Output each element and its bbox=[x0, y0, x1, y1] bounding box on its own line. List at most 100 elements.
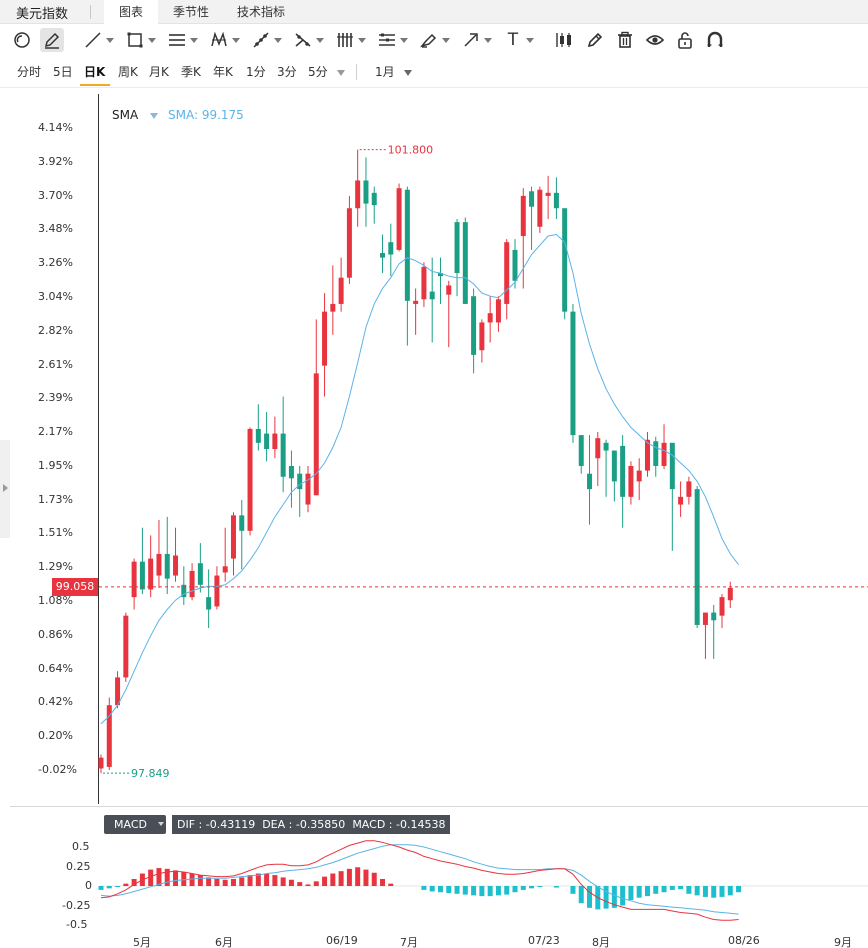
pattern-icon[interactable] bbox=[208, 28, 230, 52]
trend-line-icon[interactable] bbox=[82, 28, 104, 52]
period-yearly[interactable]: 年K bbox=[213, 65, 233, 79]
macd-histogram-bar bbox=[222, 879, 228, 886]
macd-dropdown-icon[interactable] bbox=[158, 822, 164, 826]
brush-icon[interactable] bbox=[418, 28, 440, 52]
macd-histogram-bar bbox=[230, 878, 236, 886]
macd-histogram-bar bbox=[678, 886, 684, 890]
macd-histogram-bar bbox=[206, 877, 212, 886]
candle-body bbox=[462, 222, 468, 304]
price-axis-tick-label: 1.95% bbox=[38, 458, 73, 472]
time-axis-tick-label: 9月 bbox=[834, 936, 852, 948]
fibonacci-icon[interactable] bbox=[250, 28, 272, 52]
pencil-draw-icon[interactable] bbox=[40, 28, 64, 52]
period-3min[interactable]: 3分 bbox=[277, 65, 297, 79]
macd-histogram-bar bbox=[106, 886, 112, 889]
period-5day[interactable]: 5日 bbox=[53, 65, 73, 79]
candle-body bbox=[611, 450, 617, 482]
trend-line-dropdown-icon[interactable] bbox=[106, 38, 114, 43]
ruler-dropdown-icon[interactable] bbox=[400, 38, 408, 43]
macd-axis-tick-label: -0.25 bbox=[62, 898, 91, 912]
macd-histogram-bar bbox=[471, 886, 477, 896]
eye-icon[interactable] bbox=[644, 28, 666, 52]
expand-arrow-icon[interactable] bbox=[3, 484, 8, 492]
candle-body bbox=[197, 563, 203, 585]
sma-dropdown-icon[interactable] bbox=[150, 113, 158, 119]
macd-histogram-bar bbox=[636, 886, 642, 898]
price-axis-tick-label: 0.64% bbox=[38, 661, 73, 675]
candle-body bbox=[644, 439, 650, 471]
period-intraday[interactable]: 分时 bbox=[17, 65, 42, 79]
macd-histogram-bar bbox=[305, 884, 311, 886]
arrow-icon[interactable] bbox=[460, 28, 482, 52]
gann-dropdown-icon[interactable] bbox=[358, 38, 366, 43]
range-dropdown-icon[interactable] bbox=[404, 70, 412, 76]
candle-body bbox=[123, 615, 129, 678]
pitchfork-icon[interactable] bbox=[292, 28, 314, 52]
macd-histogram-bar bbox=[255, 873, 261, 886]
period-quarterly[interactable]: 季K bbox=[181, 65, 201, 79]
candles-group bbox=[98, 149, 733, 774]
parallel-channel-icon[interactable] bbox=[166, 28, 188, 52]
period-monthly[interactable]: 月K bbox=[149, 65, 169, 79]
candle-body bbox=[322, 311, 328, 366]
sma-value: SMA: 99.175 bbox=[168, 108, 244, 122]
time-axis-tick-label: 08/26 bbox=[728, 934, 760, 947]
candle-body bbox=[678, 496, 684, 505]
candle-body bbox=[222, 566, 228, 573]
sma-indicator-label[interactable]: SMA bbox=[112, 108, 139, 122]
candle-body bbox=[338, 277, 344, 304]
period-daily[interactable]: 日K bbox=[84, 65, 106, 79]
rectangle-dropdown-icon[interactable] bbox=[148, 38, 156, 43]
period-5min[interactable]: 5分 bbox=[308, 65, 328, 79]
macd-histogram-bar bbox=[644, 886, 650, 897]
macd-indicator-button[interactable]: MACD bbox=[104, 815, 166, 834]
price-axis-tick-label: 1.08% bbox=[38, 594, 73, 608]
text-icon[interactable]: T bbox=[507, 30, 519, 50]
candle-body bbox=[264, 433, 270, 449]
macd-histogram-bar bbox=[719, 886, 725, 897]
magnet-icon[interactable] bbox=[704, 28, 726, 52]
macd-value: MACD : -0.14538 bbox=[352, 818, 446, 831]
lock-icon[interactable] bbox=[674, 28, 696, 52]
candle-body bbox=[214, 575, 220, 607]
range-selector[interactable]: 1月 bbox=[375, 65, 395, 79]
candle-body bbox=[603, 442, 609, 451]
trash-icon[interactable] bbox=[614, 28, 636, 52]
tab-chart[interactable]: 图表 bbox=[104, 0, 158, 24]
macd-histogram-bar bbox=[694, 886, 700, 896]
candle-body bbox=[388, 242, 394, 255]
candle-icon[interactable] bbox=[554, 28, 576, 52]
macd-histogram-bar bbox=[115, 886, 121, 887]
ruler-icon[interactable] bbox=[376, 28, 398, 52]
tab-seasonality[interactable]: 季节性 bbox=[172, 5, 209, 19]
period-1min[interactable]: 1分 bbox=[246, 65, 266, 79]
candle-body bbox=[454, 222, 460, 274]
gann-icon[interactable] bbox=[334, 28, 356, 52]
candle-body bbox=[173, 555, 179, 576]
pitchfork-dropdown-icon[interactable] bbox=[316, 38, 324, 43]
macd-histogram-bar bbox=[330, 873, 336, 886]
candle-body bbox=[702, 612, 708, 625]
dif-line bbox=[100, 840, 739, 921]
period-weekly[interactable]: 周K bbox=[118, 65, 138, 79]
candle-body bbox=[297, 473, 303, 490]
fibonacci-dropdown-icon[interactable] bbox=[274, 38, 282, 43]
tab-technical-indicators[interactable]: 技术指标 bbox=[236, 5, 285, 19]
edit-icon[interactable] bbox=[584, 28, 606, 52]
minute-dropdown-icon[interactable] bbox=[337, 70, 345, 76]
pane-divider[interactable] bbox=[10, 806, 868, 807]
channel-dropdown-icon[interactable] bbox=[190, 38, 198, 43]
pattern-dropdown-icon[interactable] bbox=[232, 38, 240, 43]
candle-body bbox=[437, 273, 443, 277]
text-dropdown-icon[interactable] bbox=[526, 38, 534, 43]
macd-histogram-bar bbox=[346, 868, 352, 886]
brush-dropdown-icon[interactable] bbox=[442, 38, 450, 43]
candle-body bbox=[255, 428, 261, 443]
rectangle-icon[interactable] bbox=[124, 28, 146, 52]
cursor-icon[interactable] bbox=[10, 28, 34, 52]
arrow-dropdown-icon[interactable] bbox=[484, 38, 492, 43]
macd-histogram-bar bbox=[479, 886, 485, 897]
macd-histogram-bar bbox=[553, 886, 559, 888]
macd-histogram-bar bbox=[727, 886, 733, 896]
